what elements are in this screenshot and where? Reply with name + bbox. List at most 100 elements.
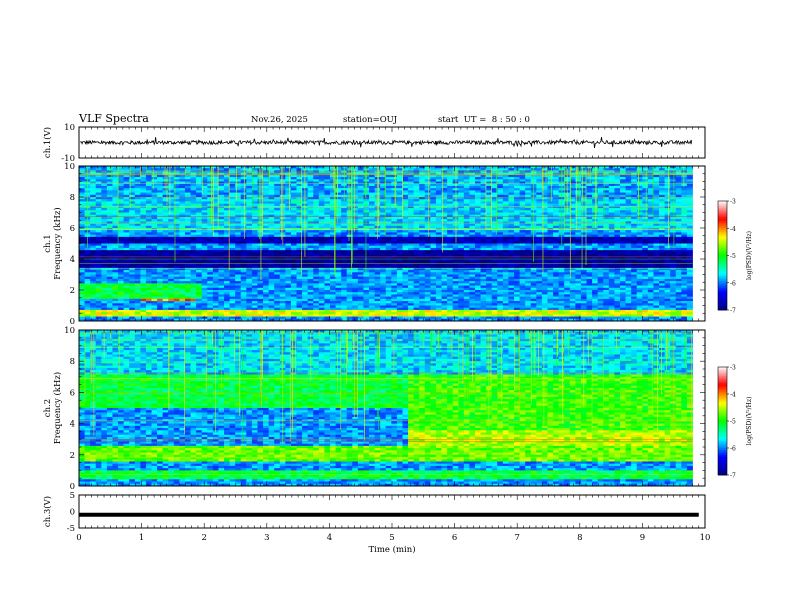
psd-cell: [290, 197, 297, 200]
psd-cell: [385, 210, 392, 213]
psd-cell: [636, 243, 643, 247]
psd-cell: [564, 212, 571, 216]
psd-cell: [597, 259, 604, 262]
psd-cell: [547, 230, 554, 233]
psd-cell: [251, 179, 258, 182]
psd-cell: [491, 194, 498, 198]
psd-cell: [391, 183, 398, 187]
psd-cell: [184, 201, 191, 205]
psd-cell: [263, 219, 270, 222]
psd-cell: [642, 168, 649, 171]
psd-cell: [173, 256, 180, 260]
psd-cell: [190, 210, 197, 213]
psd-cell: [190, 212, 197, 216]
psd-cell: [391, 219, 398, 222]
psd-cell: [201, 254, 208, 258]
psd-cell: [625, 201, 632, 205]
psd-cell: [129, 179, 136, 182]
psd-cell: [296, 192, 303, 196]
psd-cell: [112, 205, 119, 209]
psd-cell: [608, 208, 615, 211]
psd-cell: [168, 197, 175, 200]
psd-cell: [335, 166, 342, 169]
psd-cell: [664, 188, 671, 191]
psd-cell: [268, 166, 275, 169]
psd-cell: [391, 174, 398, 178]
psd-cell: [547, 212, 554, 216]
psd-cell: [335, 232, 342, 236]
psd-cell: [240, 256, 247, 260]
psd-cell: [508, 259, 515, 262]
psd-cell: [380, 179, 387, 182]
psd-cell: [352, 212, 359, 216]
psd-cell: [246, 183, 253, 187]
psd-cell: [201, 241, 208, 244]
psd-cell: [145, 166, 152, 169]
psd-cell: [240, 183, 247, 187]
psd-cell: [106, 239, 113, 242]
psd-cell: [240, 212, 247, 216]
psd-cell: [435, 168, 442, 171]
psd-cell: [474, 243, 481, 247]
psd-cell: [642, 228, 649, 231]
psd-cell: [419, 190, 426, 193]
psd-cell: [592, 239, 599, 242]
psd-cell: [469, 197, 476, 200]
psd-cell: [335, 223, 342, 227]
psd-cell: [79, 212, 85, 216]
psd-cell: [352, 232, 359, 236]
psd-cell: [547, 259, 554, 262]
psd-cell: [636, 194, 643, 198]
psd-cell: [257, 243, 264, 247]
psd-cell: [184, 177, 191, 180]
psd-cell: [391, 241, 398, 244]
psd-cell: [592, 241, 599, 244]
psd-cell: [118, 234, 125, 238]
psd-cell: [224, 210, 230, 213]
psd-cell: [463, 221, 470, 224]
psd-cell: [235, 245, 242, 249]
psd-cell: [251, 190, 258, 193]
psd-cell: [179, 177, 186, 180]
psd-cell: [525, 203, 532, 207]
psd-cell: [670, 228, 677, 231]
psd-cell: [642, 230, 649, 233]
psd-cell: [619, 194, 626, 198]
psd-cell: [608, 252, 615, 255]
psd-cell: [224, 194, 230, 198]
psd-cell: [653, 236, 660, 240]
psd-cell: [369, 212, 375, 216]
psd-cell: [235, 192, 242, 196]
psd-cell: [151, 185, 158, 189]
psd-cell: [458, 241, 465, 244]
psd-cell: [419, 228, 426, 231]
psd-cell: [313, 203, 320, 207]
psd-cell: [190, 239, 197, 242]
psd-cell: [296, 219, 303, 222]
psd-cell: [257, 221, 264, 224]
psd-cell: [541, 228, 548, 231]
psd-cell: [173, 259, 180, 262]
psd-cell: [190, 254, 197, 258]
psd-cell: [290, 214, 297, 218]
psd-cell: [329, 239, 336, 242]
psd-cell: [313, 236, 320, 240]
psd-cell: [173, 190, 180, 193]
psd-cell: [257, 256, 264, 260]
psd-cell: [129, 199, 136, 202]
psd-cell: [569, 188, 576, 191]
psd-cell: [625, 179, 632, 182]
psd-cell: [441, 166, 448, 169]
psd-cell: [369, 234, 375, 238]
psd-cell: [263, 247, 270, 251]
psd-cell: [502, 177, 509, 180]
psd-cell: [229, 232, 236, 236]
psd-cell: [374, 250, 381, 253]
psd-cell: [129, 261, 136, 264]
psd-cell: [235, 199, 242, 202]
psd-cell: [608, 216, 615, 220]
psd-cell: [514, 259, 520, 262]
psd-cell: [642, 166, 649, 169]
psd-cell: [402, 188, 409, 191]
psd-cell: [285, 183, 292, 187]
